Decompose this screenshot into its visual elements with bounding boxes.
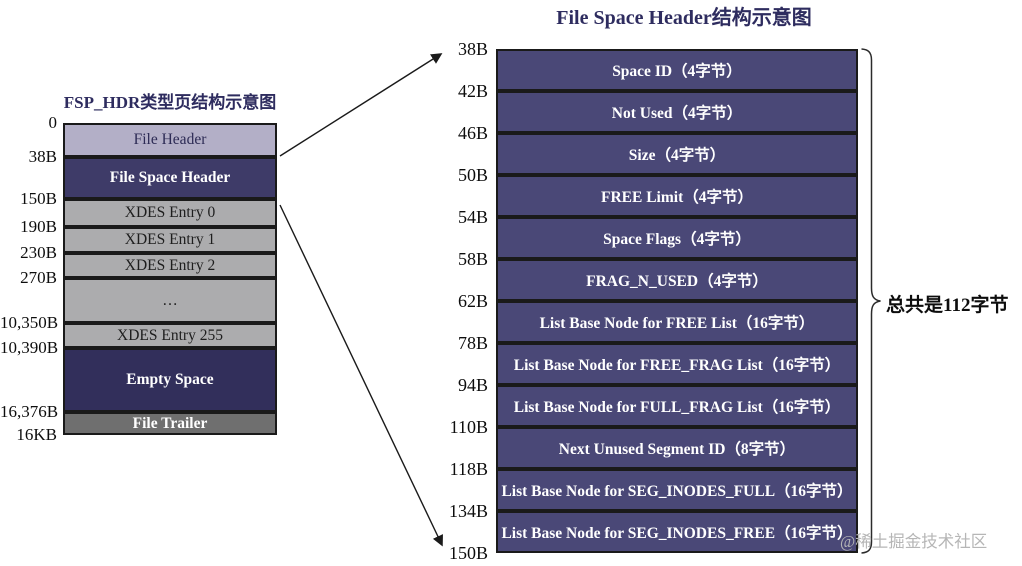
left-offset-0: 0 [48, 113, 58, 132]
right-offset-11: 134B [448, 501, 488, 521]
right-row-7: List Base Node for FREE_FRAG List（16字节） [496, 343, 858, 385]
right-offset-6: 62B [457, 291, 488, 311]
right-row-1: Not Used（4字节） [496, 91, 858, 133]
watermark: @稀土掘金技术社区 [840, 532, 988, 551]
left-offset-9: 16KB [16, 425, 57, 444]
left-offset-7: 10,390B [0, 338, 59, 357]
right-offset-1: 42B [457, 81, 488, 101]
right-row-4: Space Flags（4字节） [496, 217, 858, 259]
left-row-5: … [63, 278, 277, 323]
right-offset-5: 58B [457, 249, 488, 269]
left-row-7: Empty Space [63, 348, 277, 412]
right-row-0: Space ID（4字节） [496, 49, 858, 91]
total-bytes-brace [861, 48, 881, 554]
left-offset-2: 150B [20, 189, 57, 208]
right-row-9: Next Unused Segment ID（8字节） [496, 427, 858, 469]
left-offset-8: 16,376B [0, 402, 59, 421]
left-row-3: XDES Entry 1 [63, 227, 277, 253]
right-offset-12: 150B [448, 543, 488, 563]
right-offset-0: 38B [457, 39, 488, 59]
right-offset-9: 110B [449, 417, 488, 437]
left-row-0: File Header [63, 123, 277, 157]
total-bytes-label: 总共是112字节 [886, 295, 1009, 316]
right-offset-2: 46B [457, 123, 488, 143]
right-row-2: Size（4字节） [496, 133, 858, 175]
right-row-5: FRAG_N_USED（4字节） [496, 259, 858, 301]
left-offset-5: 270B [20, 268, 57, 287]
left-offset-1: 38B [28, 147, 57, 166]
left-diagram-title: FSP_HDR类型页结构示意图 [63, 93, 277, 112]
right-offset-7: 78B [457, 333, 488, 353]
right-row-8: List Base Node for FULL_FRAG List（16字节） [496, 385, 858, 427]
left-row-1: File Space Header [63, 157, 277, 199]
right-row-6: List Base Node for FREE List（16字节） [496, 301, 858, 343]
left-offset-4: 230B [20, 243, 57, 262]
right-row-11: List Base Node for SEG_INODES_FREE（16字节） [496, 511, 858, 553]
right-offset-8: 94B [457, 375, 488, 395]
left-offset-3: 190B [20, 217, 57, 236]
left-row-6: XDES Entry 255 [63, 323, 277, 348]
right-offset-4: 54B [457, 207, 488, 227]
left-row-2: XDES Entry 0 [63, 199, 277, 227]
left-row-4: XDES Entry 2 [63, 253, 277, 278]
right-offset-3: 50B [457, 165, 488, 185]
right-offset-10: 118B [449, 459, 488, 479]
right-row-10: List Base Node for SEG_INODES_FULL（16字节） [496, 469, 858, 511]
right-row-3: FREE Limit（4字节） [496, 175, 858, 217]
left-offset-6: 10,350B [0, 313, 59, 332]
right-diagram-title: File Space Header结构示意图 [556, 7, 812, 29]
left-row-8: File Trailer [63, 412, 277, 435]
